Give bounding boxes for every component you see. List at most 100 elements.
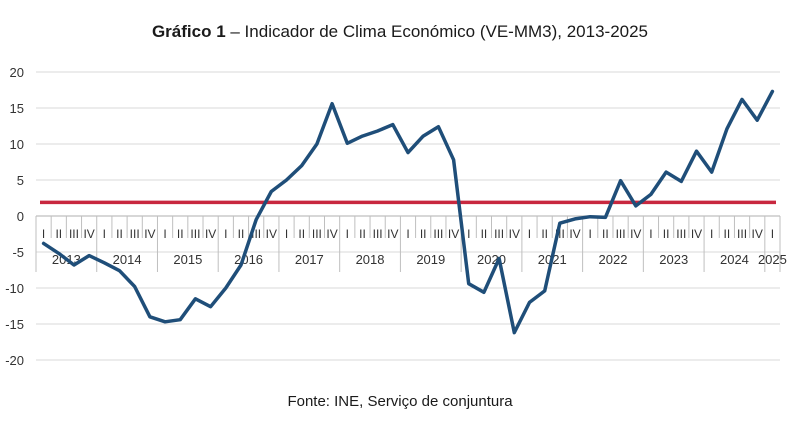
data-point: [164, 321, 166, 323]
x-quarter-label: IV: [144, 227, 155, 241]
data-point: [467, 282, 470, 285]
data-point: [741, 98, 743, 101]
data-point: [331, 102, 333, 105]
data-point: [285, 179, 288, 181]
series-line: [41, 89, 775, 335]
data-point: [528, 301, 531, 304]
x-quarter-label: I: [589, 227, 592, 241]
data-point: [634, 205, 637, 207]
y-tick-label: -10: [5, 281, 24, 296]
y-tick-label: 10: [10, 137, 24, 152]
x-quarter-label: I: [710, 227, 713, 241]
data-point: [437, 125, 440, 128]
y-tick-label: 0: [17, 209, 24, 224]
data-point: [604, 216, 607, 219]
data-point: [88, 254, 90, 257]
data-point: [726, 128, 728, 130]
data-point: [300, 164, 303, 167]
x-quarter-label: I: [224, 227, 227, 241]
x-year-label: 2024: [720, 252, 749, 267]
x-quarter-label: III: [130, 227, 140, 241]
x-quarter-label: III: [616, 227, 626, 241]
data-point: [209, 305, 212, 308]
x-quarter-label: IV: [752, 227, 763, 241]
x-quarter-label: II: [481, 227, 488, 241]
data-point: [240, 264, 242, 266]
y-tick-label: 20: [10, 65, 24, 80]
data-point: [73, 264, 75, 266]
data-point: [756, 119, 759, 122]
x-quarter-label: III: [737, 227, 747, 241]
data-point: [483, 291, 485, 294]
x-quarter-label: IV: [509, 227, 520, 241]
data-point: [376, 130, 379, 132]
x-quarter-label: III: [676, 227, 686, 241]
data-point: [179, 318, 182, 321]
data-point: [665, 171, 667, 173]
x-quarter-label: I: [163, 227, 166, 241]
x-quarter-label: III: [555, 227, 565, 241]
x-quarter-label: IV: [448, 227, 459, 241]
data-point: [589, 215, 592, 218]
data-point: [194, 298, 197, 300]
x-quarter-label: IV: [83, 227, 94, 241]
x-quarter-label: III: [69, 227, 79, 241]
x-year-label: 2019: [416, 252, 445, 267]
x-quarter-label: II: [602, 227, 609, 241]
x-quarter-label: I: [285, 227, 288, 241]
x-quarter-label: II: [541, 227, 548, 241]
data-point: [543, 290, 546, 292]
data-point: [650, 193, 652, 196]
data-point: [103, 262, 106, 264]
x-quarter-label: II: [177, 227, 184, 241]
x-quarter-label: II: [724, 227, 731, 241]
data-point: [57, 252, 60, 255]
data-point: [133, 285, 136, 288]
series-group: [41, 89, 775, 335]
data-point: [118, 269, 121, 272]
data-point: [559, 222, 561, 224]
x-year-label: 2022: [599, 252, 628, 267]
chart-title-rest: – Indicador de Clima Económico (VE-MM3),…: [225, 22, 649, 41]
chart-title-bold: Gráfico 1: [151, 22, 226, 41]
y-tick-label: -20: [5, 353, 24, 368]
data-point: [619, 179, 622, 182]
x-quarter-label: I: [467, 227, 470, 241]
x-quarter-label: IV: [569, 227, 580, 241]
x-quarter-label: I: [103, 227, 106, 241]
x-quarter-label: II: [663, 227, 670, 241]
x-quarter-label: I: [406, 227, 409, 241]
x-quarter-label: III: [373, 227, 383, 241]
y-tick-label: 5: [17, 173, 24, 188]
data-point: [346, 142, 349, 145]
x-quarter-label: I: [42, 227, 45, 241]
data-point: [392, 123, 394, 126]
data-point: [407, 151, 409, 154]
y-tick-label: -15: [5, 317, 24, 332]
data-point: [255, 218, 257, 221]
data-point: [513, 331, 516, 334]
x-quarter-label: IV: [387, 227, 398, 241]
x-year-label: 2025: [758, 252, 787, 267]
x-quarter-label: II: [359, 227, 366, 241]
data-point: [316, 143, 318, 145]
y-tick-label: -5: [12, 245, 24, 260]
y-tick-label: 15: [10, 101, 24, 116]
data-point: [224, 287, 227, 289]
source-note: Fonte: INE, Serviço de conjuntura: [287, 393, 513, 410]
data-point: [771, 90, 774, 93]
chart-title: Gráfico 1 – Indicador de Clima Económico…: [0, 22, 800, 42]
data-point: [498, 257, 500, 260]
x-year-label: 2017: [295, 252, 324, 267]
x-axis: I II III IV I II III IV I II III IV I II III IV I II III IV…: [35, 215, 787, 272]
x-quarter-label: I: [346, 227, 349, 241]
data-point: [695, 150, 698, 152]
x-quarter-label: II: [238, 227, 245, 241]
x-quarter-label: IV: [205, 227, 216, 241]
x-year-label: 2018: [356, 252, 385, 267]
x-quarter-label: I: [771, 227, 774, 241]
x-quarter-label: II: [55, 227, 62, 241]
x-quarter-label: III: [494, 227, 504, 241]
x-year-label: 2016: [234, 252, 263, 267]
